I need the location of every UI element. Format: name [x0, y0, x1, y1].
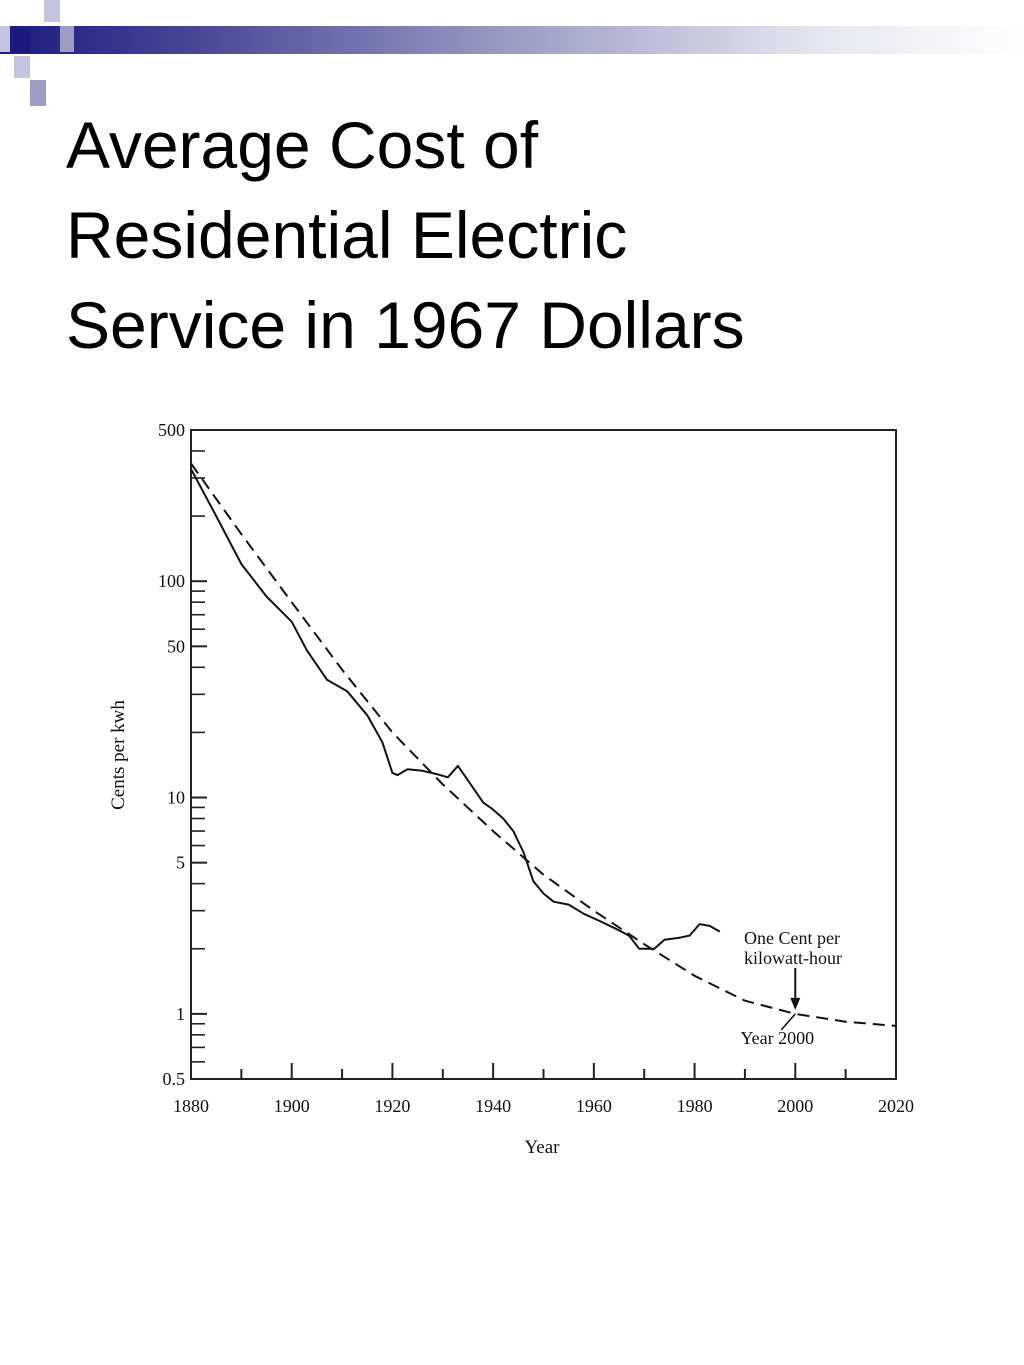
- y-tick-label: 1: [176, 1004, 185, 1024]
- annotation-arrow-head: [790, 997, 801, 1010]
- x-tick-label: 1920: [374, 1096, 410, 1116]
- x-tick-label: 2000: [777, 1096, 813, 1116]
- y-tick-label: 10: [167, 788, 185, 808]
- annotation-year-2000: Year 2000: [740, 1028, 814, 1048]
- annotation-year-leader: [780, 1013, 796, 1031]
- corner-square-light-5: [0, 26, 10, 52]
- series-line-trend: [190, 462, 897, 1027]
- y-tick-label: 50: [167, 636, 185, 656]
- x-tick-label: 1900: [274, 1096, 310, 1116]
- corner-square-light-4: [30, 80, 46, 106]
- corner-square-light-3: [14, 56, 30, 78]
- slide-title: Average Cost of Residential Electric Ser…: [66, 100, 966, 370]
- x-tick-label: 1880: [173, 1096, 209, 1116]
- x-tick-label: 2020: [878, 1096, 914, 1116]
- slide-title-line-1: Average Cost of: [66, 108, 539, 182]
- annotation-one-cent-line-1: One Cent per: [744, 928, 840, 948]
- slide-title-line-2: Residential Electric: [66, 198, 628, 272]
- header-gradient-bar: [0, 26, 1024, 54]
- y-tick-label: 0.5: [163, 1069, 186, 1089]
- annotation-one-cent-line-2: kilowatt-hour: [744, 948, 842, 968]
- x-tick-label: 1980: [677, 1096, 713, 1116]
- plot-frame: [190, 429, 897, 1080]
- x-axis-label: Year: [524, 1137, 560, 1158]
- corner-square-light-1: [44, 0, 60, 22]
- y-tick-label: 5: [176, 853, 185, 873]
- y-tick-label: 100: [158, 571, 185, 591]
- x-tick-label: 1960: [576, 1096, 612, 1116]
- y-tick-label: 500: [158, 420, 185, 440]
- corner-square-light-2: [60, 26, 74, 52]
- y-axis-label: Cents per kwh: [108, 700, 129, 810]
- slide-title-line-3: Service in 1967 Dollars: [66, 288, 745, 362]
- corner-square-dark: [14, 30, 30, 52]
- series-line-actual: [190, 468, 721, 950]
- x-tick-label: 1940: [475, 1096, 511, 1116]
